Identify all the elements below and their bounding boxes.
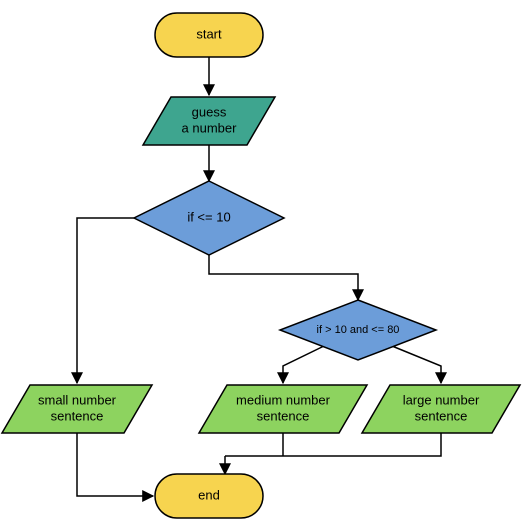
node-medium: medium number sentence [199,385,367,433]
edge-large-merge [225,433,441,456]
edge-cond1-cond2 [209,255,358,300]
small-label-1: small number [38,392,117,407]
medium-label-2: sentence [257,408,310,423]
node-cond1: if <= 10 [134,181,284,255]
node-small: small number sentence [2,385,152,433]
edge-small-end [77,433,153,496]
start-label: start [196,26,222,41]
large-label-1: large number [403,392,480,407]
cond2-label: if > 10 and <= 80 [317,324,400,336]
edge-cond2-large [392,346,441,383]
edge-cond1-small [77,218,134,383]
node-cond2: if > 10 and <= 80 [280,300,436,360]
small-label-2: sentence [51,408,104,423]
node-guess: guess a number [143,97,275,145]
guess-label-1: guess [192,104,227,119]
medium-label-1: medium number [236,392,331,407]
large-label-2: sentence [415,408,468,423]
cond1-label: if <= 10 [187,209,230,224]
node-end: end [155,474,263,518]
node-large: large number sentence [362,385,520,433]
guess-label-2: a number [182,120,238,135]
end-label: end [198,487,220,502]
node-start: start [155,13,263,57]
edge-cond2-medium [283,346,324,383]
